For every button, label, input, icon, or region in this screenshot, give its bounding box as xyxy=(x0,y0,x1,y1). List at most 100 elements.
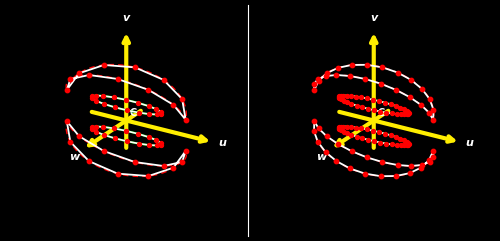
Point xyxy=(358,105,366,109)
Point xyxy=(157,112,165,116)
Point xyxy=(322,150,330,154)
Point xyxy=(144,174,152,178)
Point xyxy=(334,126,342,130)
Point xyxy=(394,163,402,167)
Point xyxy=(343,131,351,135)
Point xyxy=(134,142,142,146)
Point xyxy=(114,77,122,81)
Point xyxy=(352,104,360,107)
Point xyxy=(100,102,108,106)
Point xyxy=(314,77,322,81)
Point xyxy=(402,109,410,113)
Point xyxy=(88,96,96,100)
Point xyxy=(382,101,390,105)
Point xyxy=(362,63,370,67)
Point xyxy=(347,94,355,98)
Point xyxy=(343,100,351,104)
Point xyxy=(407,78,415,82)
Text: C: C xyxy=(130,108,137,118)
Point xyxy=(100,133,108,137)
Point xyxy=(322,74,330,78)
Point xyxy=(314,127,322,130)
Point xyxy=(122,98,130,102)
Point xyxy=(348,133,356,137)
Point xyxy=(404,110,412,114)
Point xyxy=(336,94,344,98)
Point xyxy=(75,71,83,75)
Point xyxy=(378,66,386,69)
Point xyxy=(364,138,372,142)
Point xyxy=(110,95,118,99)
Point xyxy=(110,127,118,130)
Point xyxy=(364,107,372,111)
Point xyxy=(134,132,142,136)
Point xyxy=(182,118,190,122)
Point xyxy=(407,164,415,168)
Point xyxy=(342,125,350,128)
Point xyxy=(370,98,378,102)
Point xyxy=(335,94,343,98)
Point xyxy=(392,112,400,116)
Point xyxy=(88,127,96,131)
Point xyxy=(425,158,433,162)
Point xyxy=(429,149,437,153)
Point xyxy=(352,126,360,129)
Point xyxy=(425,111,433,114)
Point xyxy=(334,66,342,70)
Text: v: v xyxy=(122,13,130,23)
Point xyxy=(388,112,396,115)
Point xyxy=(400,107,408,111)
Point xyxy=(322,71,330,75)
Point xyxy=(63,119,71,123)
Point xyxy=(397,143,405,147)
Text: u: u xyxy=(218,138,226,148)
Point xyxy=(335,96,343,100)
Point xyxy=(336,125,344,129)
Point xyxy=(322,134,330,138)
Point xyxy=(85,159,93,163)
Point xyxy=(145,143,153,147)
Point xyxy=(100,125,108,129)
Point xyxy=(340,99,347,103)
Point xyxy=(100,149,108,153)
Point xyxy=(382,142,390,146)
Point xyxy=(335,125,343,129)
Point xyxy=(376,110,384,114)
Point xyxy=(153,143,161,147)
Point xyxy=(418,163,426,167)
Point xyxy=(348,63,356,67)
Point xyxy=(85,73,93,77)
Point xyxy=(426,97,434,101)
Point xyxy=(92,99,100,103)
Point xyxy=(152,107,160,111)
Point xyxy=(426,160,434,164)
Point xyxy=(377,174,385,178)
Point xyxy=(403,112,411,116)
Point xyxy=(392,174,400,178)
Point xyxy=(131,160,139,164)
Point xyxy=(134,111,142,114)
Point xyxy=(405,142,413,146)
Point xyxy=(122,129,130,133)
Point xyxy=(339,125,347,128)
Point xyxy=(122,139,130,143)
Point xyxy=(382,111,390,114)
Point xyxy=(334,142,342,146)
Point xyxy=(347,125,355,129)
Point xyxy=(406,171,413,175)
Point xyxy=(358,127,366,130)
Point xyxy=(370,129,378,133)
Point xyxy=(387,102,395,106)
Point xyxy=(400,113,408,116)
Point xyxy=(334,95,342,99)
Point xyxy=(376,99,384,103)
Point xyxy=(170,166,177,170)
Point xyxy=(131,66,139,69)
Point xyxy=(110,136,118,140)
Point xyxy=(66,77,74,81)
Point xyxy=(314,79,322,83)
Point xyxy=(403,143,411,147)
Point xyxy=(178,97,186,101)
Point xyxy=(337,97,345,101)
Point xyxy=(404,143,412,147)
